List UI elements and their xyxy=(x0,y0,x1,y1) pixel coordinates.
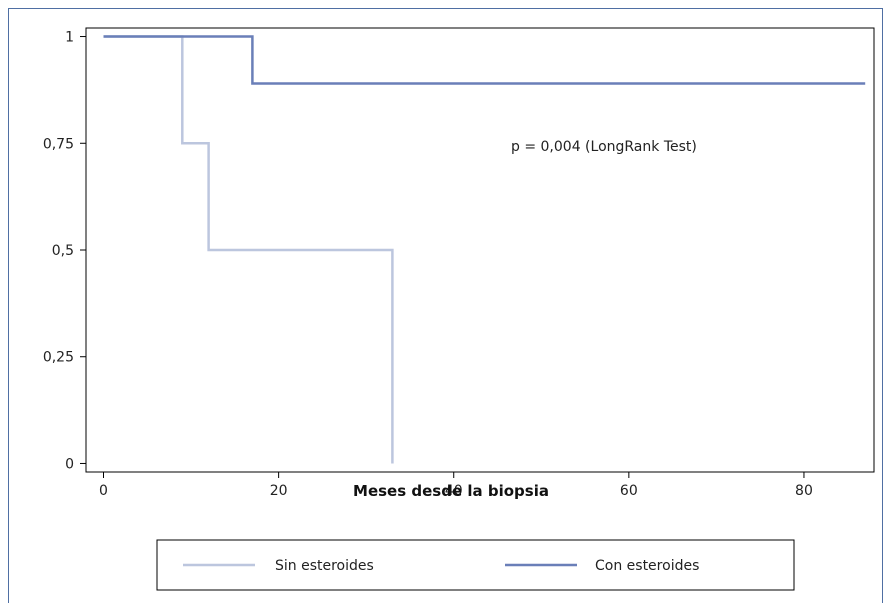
figure-frame xyxy=(8,8,883,603)
p-value-annotation: p = 0,004 (LongRank Test) xyxy=(511,139,697,155)
x-tick-label: 80 xyxy=(795,483,813,499)
series-line-1 xyxy=(103,35,866,85)
x-tick-label: 40 xyxy=(445,483,463,499)
series-lines xyxy=(103,35,866,464)
y-axis: 0 0,25 0,5 0,75 1 xyxy=(43,30,86,472)
x-tick-label: 0 xyxy=(99,483,108,499)
legend xyxy=(156,539,795,591)
plot-area xyxy=(85,27,875,473)
x-tick-label: 20 xyxy=(270,483,288,499)
y-tick-label: 0 xyxy=(65,456,74,472)
y-tick-label: 1 xyxy=(65,30,74,46)
x-axis: 0 20 40 60 80 xyxy=(99,472,813,499)
legend-label-con-esteroides: Con esteroides xyxy=(595,558,699,574)
y-tick-label: 0,5 xyxy=(52,243,74,259)
y-tick-label: 0,75 xyxy=(43,136,74,152)
series-line-0 xyxy=(103,35,394,464)
legend-label-sin-esteroides: Sin esteroides xyxy=(275,558,374,574)
x-axis-title: Meses desde la biopsia xyxy=(353,482,549,500)
x-tick-label: 60 xyxy=(620,483,638,499)
y-tick-label: 0,25 xyxy=(43,350,74,366)
